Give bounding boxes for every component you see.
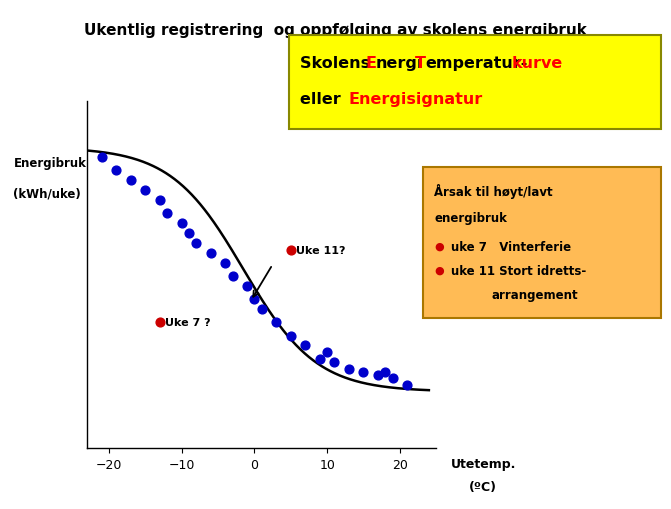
Text: (ºC): (ºC) xyxy=(469,479,497,493)
Text: Årsak til høyt/lavt: Årsak til høyt/lavt xyxy=(434,183,553,198)
Point xyxy=(344,365,354,373)
Point xyxy=(220,259,231,267)
Point xyxy=(300,342,311,350)
Point xyxy=(387,375,398,383)
Text: nergi: nergi xyxy=(376,56,423,71)
Text: Energisignatur: Energisignatur xyxy=(348,92,482,106)
Point xyxy=(111,167,121,175)
Text: kurve: kurve xyxy=(512,56,563,71)
Text: Utetemp.: Utetemp. xyxy=(450,457,516,470)
Text: emperatur-: emperatur- xyxy=(425,56,528,71)
Text: Energibruk: Energibruk xyxy=(13,156,87,169)
Point xyxy=(285,332,296,340)
Point xyxy=(154,319,165,327)
Text: uke 11 Stort idretts-: uke 11 Stort idretts- xyxy=(451,265,586,277)
Point xyxy=(358,368,369,376)
Point xyxy=(227,272,238,280)
Point xyxy=(271,319,282,327)
Text: Uke 11?: Uke 11? xyxy=(296,245,346,255)
Text: uke 7   Vinterferie: uke 7 Vinterferie xyxy=(451,241,571,253)
Text: eller: eller xyxy=(300,92,346,106)
Point xyxy=(162,210,172,218)
Point xyxy=(125,177,136,185)
Text: Skolens: Skolens xyxy=(300,56,376,71)
Text: ●: ● xyxy=(434,265,444,275)
Text: ●: ● xyxy=(434,241,444,251)
Point xyxy=(184,230,195,238)
Text: (kWh/uke): (kWh/uke) xyxy=(13,187,81,200)
Point xyxy=(315,355,325,363)
Point xyxy=(249,296,260,304)
Point xyxy=(97,154,107,162)
Text: Uke 7 ?: Uke 7 ? xyxy=(165,318,211,328)
Point xyxy=(242,282,252,291)
Point xyxy=(191,239,202,247)
Text: Ukentlig registrering  og oppfølging av skolens energibruk: Ukentlig registrering og oppfølging av s… xyxy=(84,23,587,38)
Point xyxy=(402,381,413,389)
Point xyxy=(329,358,340,366)
Point xyxy=(176,220,187,228)
Point xyxy=(285,246,296,254)
Point xyxy=(154,196,165,205)
Point xyxy=(380,368,391,376)
Point xyxy=(256,305,267,314)
Point xyxy=(205,249,216,258)
Point xyxy=(322,348,333,356)
Text: E: E xyxy=(366,56,376,71)
Point xyxy=(372,372,383,380)
Text: energibruk: energibruk xyxy=(434,211,507,224)
Text: arrangement: arrangement xyxy=(491,289,578,301)
Point xyxy=(140,187,151,195)
Text: T: T xyxy=(415,56,426,71)
